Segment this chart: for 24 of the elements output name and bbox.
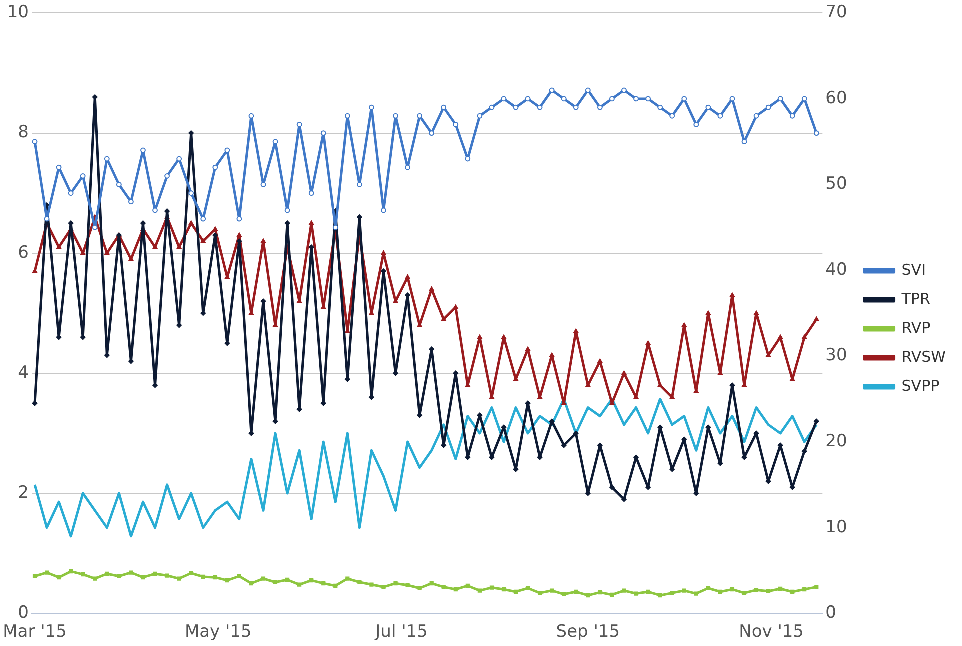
- y2-tick-label: 10: [826, 517, 848, 538]
- x-tick-label: Nov '15: [739, 622, 804, 642]
- y2-tick-label: 40: [826, 260, 848, 280]
- y2-tick-label: 30: [826, 346, 848, 366]
- y2-tick-label: 70: [826, 2, 848, 23]
- y2-tick-label: 60: [826, 88, 848, 108]
- x-tick-label: May '15: [184, 622, 252, 642]
- legend-label: TPR: [900, 290, 930, 308]
- y-tick-label: 8: [18, 122, 30, 143]
- y2-tick-label: 0: [826, 603, 836, 624]
- legend-label: SVI: [902, 260, 926, 279]
- y-tick-label: 2: [18, 482, 30, 503]
- x-tick-label: Jul '15: [374, 622, 428, 642]
- y2-tick-label: 20: [826, 431, 848, 452]
- y-tick-label: 0: [18, 603, 30, 624]
- x-tick-label: Mar '15: [3, 622, 67, 642]
- legend-label: RVSW: [902, 348, 946, 366]
- y-tick-label: 4: [18, 362, 30, 383]
- y2-tick-label: 50: [826, 174, 848, 194]
- y-tick-label: 6: [18, 242, 30, 263]
- x-tick-label: Sep '15: [556, 622, 620, 642]
- legend-label: SVPP: [902, 376, 940, 395]
- legend-label: RVP: [902, 318, 931, 337]
- y-tick-label: 10: [7, 2, 30, 23]
